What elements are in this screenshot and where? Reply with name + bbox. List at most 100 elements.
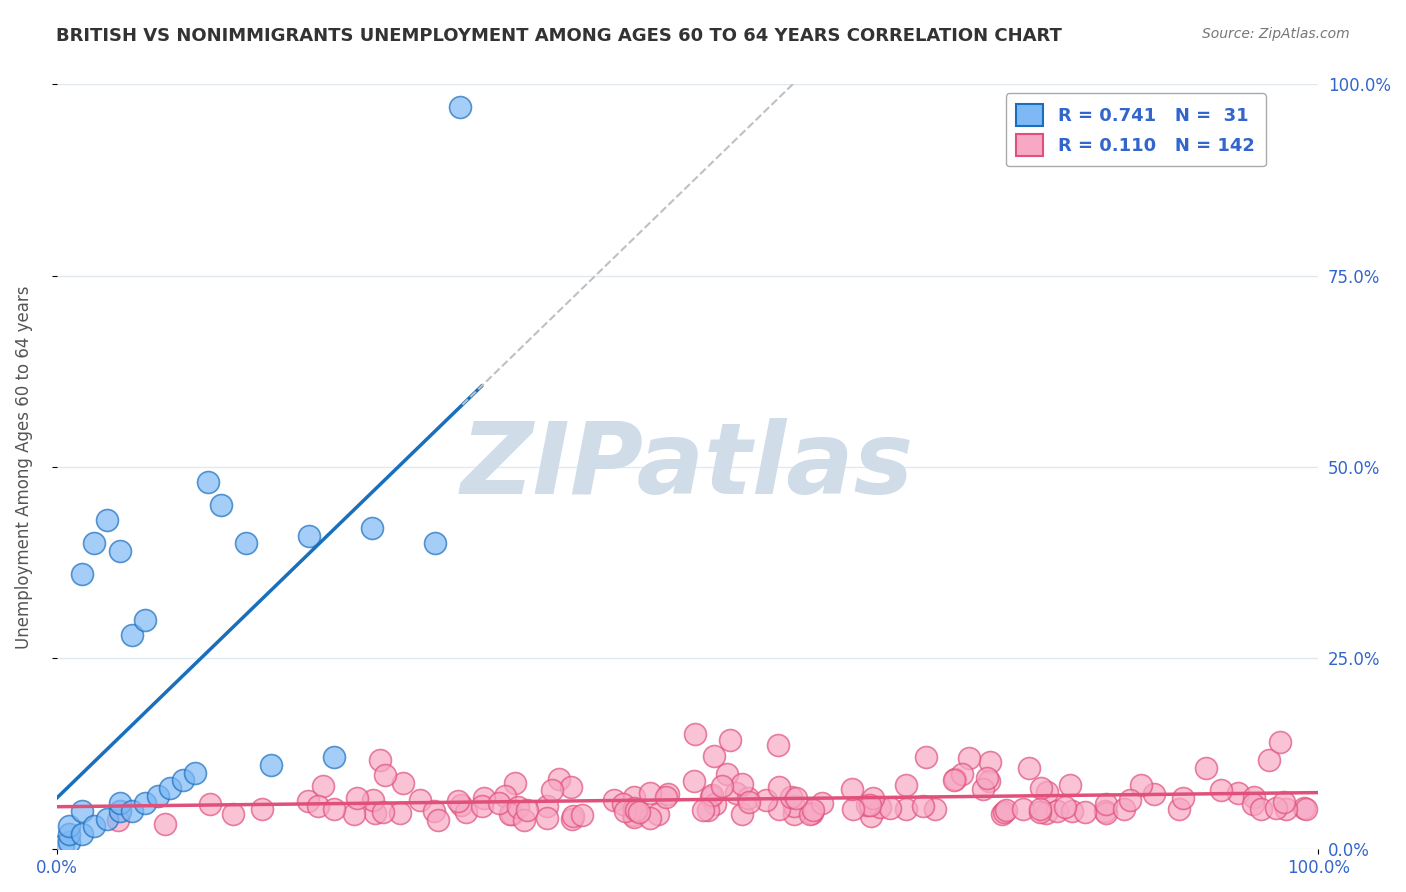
Point: [896, 779, 918, 793]
Legend: R = 0.741   N =  31, R = 0.110   N = 142: R = 0.741 N = 31, R = 0.110 N = 142: [1005, 94, 1265, 167]
Point: [447, 794, 470, 808]
Point: [640, 786, 662, 800]
Point: [993, 805, 1015, 819]
Point: [1119, 792, 1142, 806]
Point: [810, 796, 832, 810]
Point: [692, 803, 714, 817]
Y-axis label: Unemployment Among Ages 60 to 64 years: Unemployment Among Ages 60 to 64 years: [15, 285, 32, 648]
Point: [1094, 804, 1116, 818]
Point: [799, 806, 821, 821]
Point: [879, 801, 901, 815]
Point: [222, 806, 245, 821]
Point: [197, 475, 219, 490]
Point: [859, 808, 882, 822]
Point: [943, 772, 966, 787]
Point: [869, 799, 891, 814]
Point: [912, 799, 935, 814]
Point: [499, 807, 522, 822]
Point: [1173, 790, 1195, 805]
Point: [1011, 802, 1033, 816]
Point: [640, 811, 662, 825]
Point: [990, 806, 1012, 821]
Point: [1258, 753, 1281, 767]
Point: [513, 814, 536, 828]
Point: [785, 791, 807, 805]
Point: [343, 807, 366, 822]
Point: [972, 781, 994, 796]
Point: [682, 774, 704, 789]
Point: [389, 805, 412, 820]
Point: [1046, 804, 1069, 818]
Point: [623, 790, 645, 805]
Point: [994, 803, 1017, 817]
Point: [548, 772, 571, 786]
Point: [979, 755, 1001, 769]
Point: [423, 536, 446, 550]
Point: [718, 733, 741, 747]
Point: [862, 791, 884, 805]
Point: [374, 768, 396, 782]
Point: [159, 781, 181, 796]
Point: [1264, 801, 1286, 815]
Point: [1243, 789, 1265, 804]
Point: [801, 803, 824, 817]
Point: [560, 812, 582, 826]
Point: [516, 803, 538, 817]
Point: [768, 802, 790, 816]
Point: [647, 807, 669, 822]
Point: [700, 790, 723, 805]
Point: [560, 780, 582, 795]
Point: [1129, 778, 1152, 792]
Point: [915, 750, 938, 764]
Point: [856, 798, 879, 813]
Point: [449, 100, 471, 114]
Point: [1270, 735, 1292, 749]
Point: [58, 835, 80, 849]
Point: [364, 806, 387, 821]
Point: [371, 805, 394, 820]
Point: [976, 771, 998, 785]
Text: ZIPatlas: ZIPatlas: [461, 418, 914, 516]
Point: [1272, 795, 1295, 809]
Point: [503, 775, 526, 789]
Point: [260, 758, 283, 772]
Point: [800, 805, 823, 820]
Point: [134, 613, 156, 627]
Point: [146, 789, 169, 803]
Point: [107, 814, 129, 828]
Point: [950, 766, 973, 780]
Point: [768, 780, 790, 794]
Point: [1094, 797, 1116, 812]
Point: [1029, 780, 1052, 795]
Point: [623, 801, 645, 815]
Point: [716, 767, 738, 781]
Point: [121, 628, 143, 642]
Point: [70, 804, 93, 818]
Point: [943, 772, 966, 786]
Point: [172, 773, 194, 788]
Point: [134, 797, 156, 811]
Point: [894, 802, 917, 816]
Point: [508, 800, 530, 814]
Point: [766, 738, 789, 752]
Point: [83, 819, 105, 833]
Point: [779, 789, 801, 804]
Text: BRITISH VS NONIMMIGRANTS UNEMPLOYMENT AMONG AGES 60 TO 64 YEARS CORRELATION CHAR: BRITISH VS NONIMMIGRANTS UNEMPLOYMENT AM…: [56, 27, 1062, 45]
Point: [96, 812, 118, 826]
Point: [108, 544, 131, 558]
Point: [561, 809, 583, 823]
Point: [1227, 786, 1250, 800]
Point: [1094, 806, 1116, 821]
Point: [859, 797, 882, 812]
Point: [755, 793, 778, 807]
Point: [655, 790, 678, 805]
Point: [70, 566, 93, 581]
Point: [725, 786, 748, 800]
Point: [494, 789, 516, 803]
Point: [450, 798, 472, 813]
Point: [70, 827, 93, 841]
Point: [1168, 802, 1191, 816]
Point: [322, 802, 344, 816]
Point: [657, 787, 679, 801]
Point: [628, 805, 651, 820]
